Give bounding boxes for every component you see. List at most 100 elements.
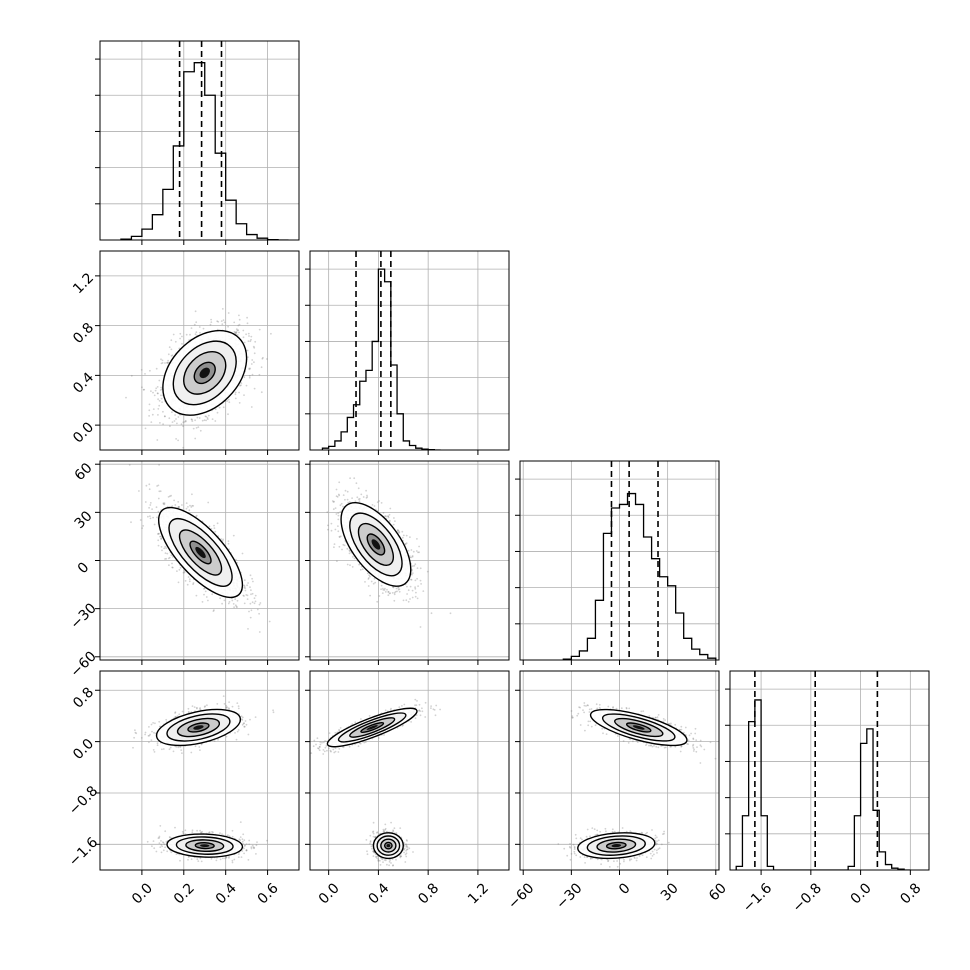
scatter-point xyxy=(159,422,161,424)
scatter-point xyxy=(248,610,250,613)
scatter-point xyxy=(234,391,237,394)
scatter-point xyxy=(183,571,186,574)
scatter-point xyxy=(405,542,408,544)
scatter-point xyxy=(411,555,414,557)
scatter-point xyxy=(210,318,213,321)
scatter-point xyxy=(140,737,143,739)
scatter-point xyxy=(354,500,357,503)
scatter-point xyxy=(272,709,274,712)
scatter-point xyxy=(376,600,379,603)
scatter-point xyxy=(251,373,254,376)
scatter-point xyxy=(393,593,396,596)
scatter-point xyxy=(373,577,376,580)
scatter-point xyxy=(158,532,160,535)
scatter-point xyxy=(235,331,238,334)
scatter-point xyxy=(165,557,168,560)
scatter-point xyxy=(156,392,159,395)
scatter-point xyxy=(268,620,271,623)
scatter-point xyxy=(194,310,197,313)
scatter-point xyxy=(176,570,178,572)
scatter-point xyxy=(199,429,202,432)
scatter-point xyxy=(168,564,170,567)
scatter-point xyxy=(171,354,174,357)
scatter-point xyxy=(192,427,195,430)
scatter-point xyxy=(236,702,239,704)
scatter-point xyxy=(169,746,172,749)
scatter-point xyxy=(193,323,196,326)
scatter-point xyxy=(245,594,248,596)
scatter-point xyxy=(346,490,349,493)
scatter-point xyxy=(210,321,213,323)
scatter-point xyxy=(205,596,208,598)
scatter-point xyxy=(217,320,220,323)
histogram-r1-c1 xyxy=(321,268,441,450)
scatter-point xyxy=(237,324,240,327)
scatter-point xyxy=(261,357,264,360)
scatter-point xyxy=(243,394,245,396)
scatter-point xyxy=(190,506,193,508)
scatter-point xyxy=(158,399,161,402)
scatter-point xyxy=(407,600,410,603)
scatter-point xyxy=(161,362,164,364)
scatter-point xyxy=(177,506,180,509)
scatter-point xyxy=(155,387,158,390)
scatter-point xyxy=(371,504,374,506)
scatter-point xyxy=(152,408,155,410)
scatter-point xyxy=(175,418,177,420)
scatter-point xyxy=(368,574,371,577)
scatter-point xyxy=(188,580,191,583)
scatter-point xyxy=(332,508,335,511)
scatter-point xyxy=(157,392,159,395)
scatter-point xyxy=(260,366,263,369)
scatter-point xyxy=(151,413,154,416)
scatter-point xyxy=(184,580,187,582)
scatter-point xyxy=(333,546,335,549)
scatter-point xyxy=(236,334,239,336)
scatter-point xyxy=(246,322,249,325)
scatter-point xyxy=(213,527,216,529)
scatter-point xyxy=(256,608,259,611)
scatter-point xyxy=(226,400,229,402)
scatter-point xyxy=(380,584,383,587)
scatter-point xyxy=(176,422,178,425)
scatter-point xyxy=(184,419,187,422)
scatter-point xyxy=(148,483,151,486)
scatter-point xyxy=(253,352,256,355)
scatter-point xyxy=(219,597,222,600)
scatter-point xyxy=(194,333,197,336)
scatter-point xyxy=(418,551,420,554)
scatter-point xyxy=(168,556,171,559)
scatter-point xyxy=(398,590,401,593)
y-tick-label-r1-c0-1: 0.4 xyxy=(70,370,97,397)
scatter-point xyxy=(412,550,415,553)
scatter-point xyxy=(248,374,251,377)
scatter-point xyxy=(333,500,335,503)
scatter-point xyxy=(410,556,413,559)
scatter-point xyxy=(252,580,254,583)
scatter-point xyxy=(245,333,248,336)
scatter-point xyxy=(355,482,358,485)
scatter-point xyxy=(411,596,414,599)
scatter-point xyxy=(359,568,362,571)
scatter-point xyxy=(156,485,159,487)
scatter-point xyxy=(227,413,229,416)
scatter-point xyxy=(218,406,221,409)
scatter-point xyxy=(159,535,161,538)
scatter-point xyxy=(195,427,198,429)
scatter-point xyxy=(353,477,356,480)
scatter-point xyxy=(160,394,162,397)
scatter-point xyxy=(225,704,228,707)
scatter-point xyxy=(414,587,417,590)
ticks-r1-c1 xyxy=(305,268,479,455)
scatter-point xyxy=(170,339,173,342)
scatter-point xyxy=(156,439,159,441)
scatter-point xyxy=(212,610,215,612)
scatter-point xyxy=(181,335,183,338)
scatter-point xyxy=(157,532,160,535)
scatter-point xyxy=(382,589,385,591)
scatter-point xyxy=(141,527,144,529)
scatter-point xyxy=(236,606,238,609)
scatter-point xyxy=(195,331,198,334)
scatter-point xyxy=(387,515,390,518)
scatter-point xyxy=(238,391,241,394)
